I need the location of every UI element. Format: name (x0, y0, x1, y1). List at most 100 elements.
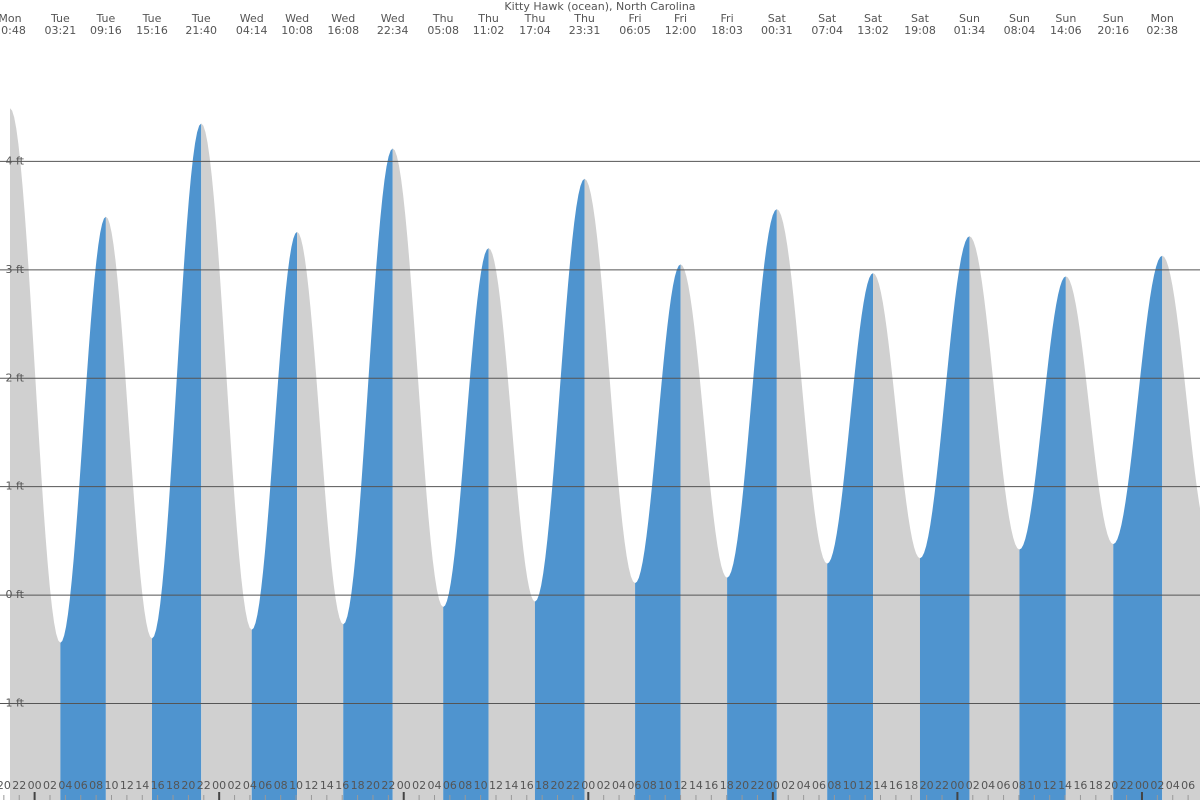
extreme-day: Sat (768, 12, 787, 25)
x-tick-label: 04 (427, 779, 441, 792)
tide-segment (488, 248, 535, 800)
x-tick-label: 18 (720, 779, 734, 792)
x-tick-label: 04 (981, 779, 995, 792)
x-tick-label: 18 (1089, 779, 1103, 792)
x-tick-label: 06 (997, 779, 1011, 792)
tide-segment (201, 123, 252, 800)
extreme-day: Thu (432, 12, 454, 25)
x-tick-label: 14 (504, 779, 518, 792)
x-tick-label: 08 (89, 779, 103, 792)
extreme-day: Tue (191, 12, 211, 25)
extreme-time: 09:16 (90, 24, 122, 37)
tide-segment (680, 264, 728, 800)
extreme-time: 00:31 (761, 24, 793, 37)
extreme-day: Thu (573, 12, 595, 25)
x-tick-label: 22 (381, 779, 395, 792)
extreme-day: Fri (629, 12, 642, 25)
x-tick-label: 10 (289, 779, 303, 792)
x-tick-label: 10 (1027, 779, 1041, 792)
tide-segment (105, 216, 153, 800)
x-tick-label: 18 (166, 779, 180, 792)
extreme-day: Wed (381, 12, 405, 25)
x-tick-label: 12 (304, 779, 318, 792)
y-tick-label: 2 ft (6, 371, 25, 384)
tide-segment (727, 209, 777, 800)
x-tick-label: 02 (412, 779, 426, 792)
y-tick-label: 3 ft (6, 263, 25, 276)
x-tick-label: 08 (1012, 779, 1026, 792)
chart-title: Kitty Hawk (ocean), North Carolina (504, 0, 695, 13)
tide-segment (1113, 255, 1163, 800)
tide-segment (919, 236, 970, 800)
extreme-day: Thu (477, 12, 499, 25)
x-tick-label: 16 (151, 779, 165, 792)
x-tick-label: 14 (689, 779, 703, 792)
extreme-time: 08:04 (1004, 24, 1036, 37)
x-tick-label: 16 (520, 779, 534, 792)
extreme-time: 12:00 (665, 24, 697, 37)
x-tick-label: 04 (797, 779, 811, 792)
x-tick-label: 20 (0, 779, 11, 792)
x-tick-label: 02 (966, 779, 980, 792)
tide-segment (969, 236, 1020, 800)
tide-segment (584, 178, 636, 800)
extreme-time: 17:04 (519, 24, 551, 37)
tide-segment (1019, 276, 1066, 800)
x-tick-label: 10 (474, 779, 488, 792)
x-tick-label: 16 (1073, 779, 1087, 792)
extreme-day: Sun (1055, 12, 1076, 25)
x-tick-label: 18 (904, 779, 918, 792)
x-tick-label: 04 (243, 779, 257, 792)
extreme-time: 01:34 (954, 24, 986, 37)
tide-segment (1065, 276, 1114, 800)
extreme-time: 22:34 (377, 24, 409, 37)
x-tick-label: 04 (58, 779, 72, 792)
extreme-day: Wed (240, 12, 264, 25)
x-tick-label: 10 (105, 779, 119, 792)
extreme-time: 03:21 (45, 24, 77, 37)
tide-fills (10, 108, 1200, 800)
tide-segment (776, 209, 828, 800)
y-tick-label: -1 ft (2, 697, 25, 710)
extreme-time: 20:16 (1097, 24, 1129, 37)
grid (0, 160, 1200, 705)
x-tick-label: 22 (12, 779, 26, 792)
extreme-time: 06:05 (619, 24, 651, 37)
extreme-day: Sun (1009, 12, 1030, 25)
x-tick-label: 22 (566, 779, 580, 792)
x-tick-label: 18 (351, 779, 365, 792)
extreme-day: Fri (674, 12, 687, 25)
extreme-time: 11:02 (473, 24, 505, 37)
extreme-time: 05:08 (427, 24, 459, 37)
extreme-day: Tue (95, 12, 115, 25)
x-tick-label: 04 (1166, 779, 1180, 792)
x-tick-label: 14 (874, 779, 888, 792)
x-tick-label: 00 (28, 779, 42, 792)
tide-segment (827, 273, 874, 800)
x-tick-label: 16 (889, 779, 903, 792)
tide-segment (443, 248, 489, 800)
x-tick-label: 06 (627, 779, 641, 792)
tide-segment (60, 216, 106, 800)
x-tick-label: 02 (228, 779, 242, 792)
tide-segment (10, 108, 61, 800)
x-tick-label: 06 (443, 779, 457, 792)
x-tick-label: 12 (674, 779, 688, 792)
tide-segment (635, 264, 681, 800)
x-tick-label: 18 (535, 779, 549, 792)
x-tick-label: 22 (197, 779, 211, 792)
x-tick-label: 00 (766, 779, 780, 792)
x-tick-label: 14 (320, 779, 334, 792)
x-tick-label: 12 (120, 779, 134, 792)
x-tick-label: 02 (597, 779, 611, 792)
extreme-day: Tue (50, 12, 70, 25)
extreme-time: 13:02 (857, 24, 889, 37)
extreme-time: 14:06 (1050, 24, 1082, 37)
extreme-time: 23:31 (569, 24, 601, 37)
labels: Mon20:48Tue03:21Tue09:16Tue15:16Tue21:40… (0, 12, 1195, 800)
x-tick-label: 10 (658, 779, 672, 792)
extreme-day: Mon (0, 12, 22, 25)
x-tick-label: 12 (1043, 779, 1057, 792)
